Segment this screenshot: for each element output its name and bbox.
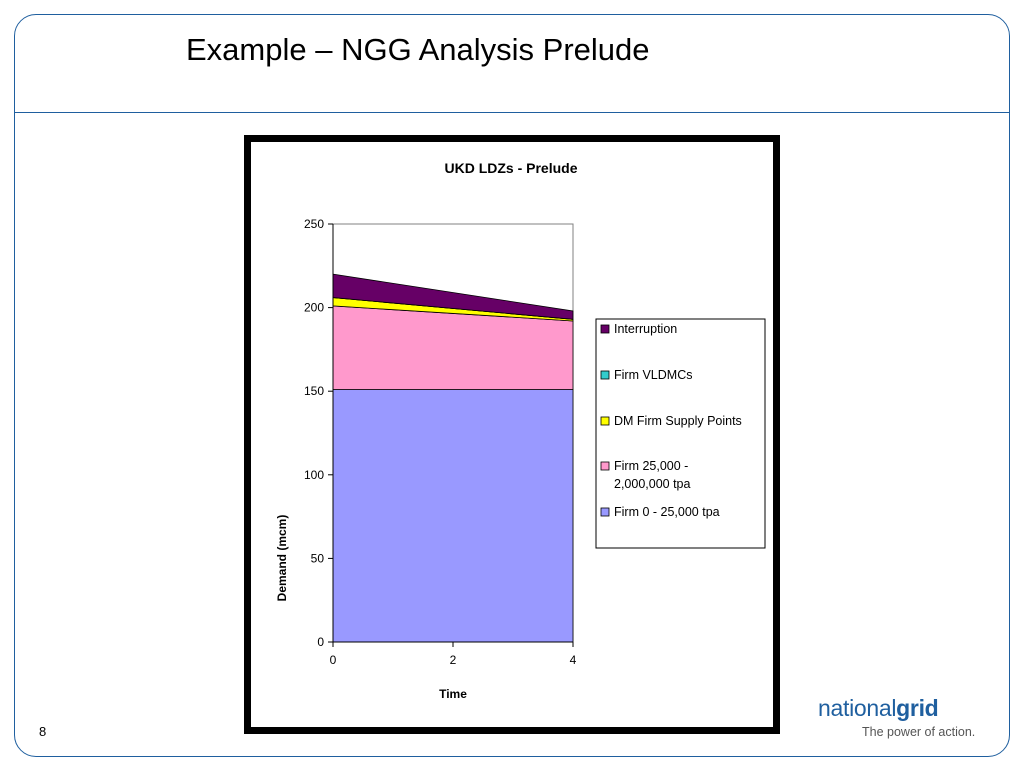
legend: Interruption Firm VLDMCs DM Firm Supply Po…: [595, 318, 766, 549]
stacked-area-chart: UKD LDZs - Prelude 0 50 100 150 200 250 0 2 4 Ti…: [251, 142, 773, 727]
chart-container: UKD LDZs - Prelude 0 50 100 150 200 250 0 2 4 Ti…: [244, 135, 780, 734]
y-tick-label: 0: [317, 635, 324, 649]
legend-swatch: [600, 416, 610, 426]
title-divider: [14, 112, 1010, 113]
legend-entry-label: DM Firm Supply Points: [614, 414, 742, 428]
legend-swatch: [600, 507, 610, 517]
legend-entry-label: Interruption: [614, 322, 677, 336]
legend-swatch: [600, 324, 610, 334]
logo-text-national: national: [818, 695, 897, 721]
chart-title: UKD LDZs - Prelude: [444, 160, 577, 176]
legend-box: [595, 318, 766, 549]
legend-swatch: [600, 461, 610, 471]
y-tick-label: 50: [311, 551, 325, 565]
logo-text-grid: grid: [896, 695, 939, 721]
plot-area: [332, 223, 574, 643]
slide-title: Example – NGG Analysis Prelude: [186, 32, 650, 67]
y-tick-label: 250: [304, 217, 324, 231]
y-tick-label: 100: [304, 468, 324, 482]
y-tick-label: 150: [304, 384, 324, 398]
legend-entry-label: Firm 25,000 -2,000,000 tpa: [614, 459, 691, 491]
x-tick-label: 0: [330, 653, 337, 667]
logo-tagline: The power of action.: [862, 725, 976, 739]
x-axis-label: Time: [439, 687, 467, 701]
axes: 0 50 100 150 200 250 0 2 4: [304, 217, 577, 667]
slide-frame: [14, 14, 1010, 757]
area-series-1: [332, 389, 574, 643]
x-tick-label: 2: [450, 653, 457, 667]
page-number: 8: [39, 724, 47, 739]
y-tick-label: 200: [304, 301, 324, 315]
legend-swatch: [600, 370, 610, 380]
national-grid-logo: nationalgrid: [818, 695, 939, 722]
x-tick-label: 4: [570, 653, 577, 667]
legend-entry-label: Firm VLDMCs: [614, 368, 692, 382]
legend-entry-label: Firm 0 - 25,000 tpa: [614, 505, 720, 519]
y-axis-label: Demand (mcm): [275, 515, 289, 602]
